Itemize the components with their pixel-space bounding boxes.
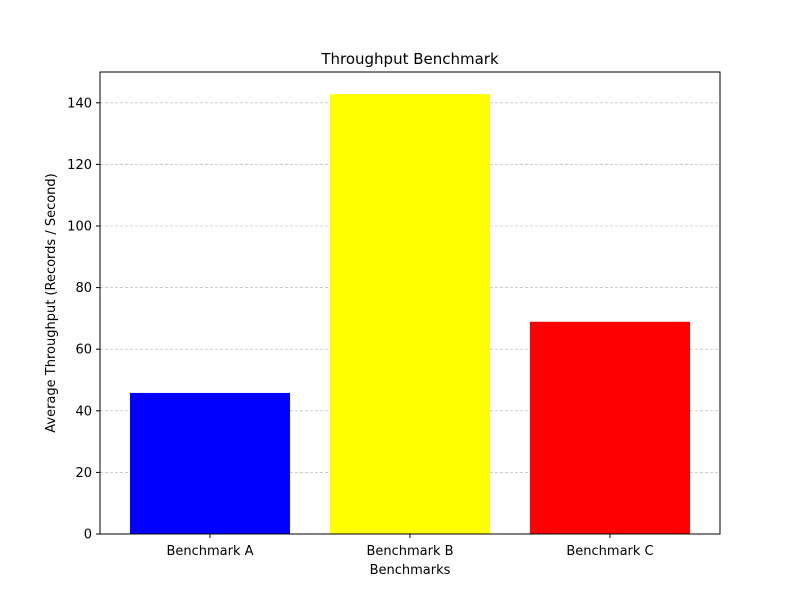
y-tick-label: 100	[67, 220, 92, 235]
y-tick-label: 40	[75, 404, 92, 419]
x-tick-label: Benchmark B	[366, 544, 453, 559]
chart-title: Throughput Benchmark	[320, 50, 499, 68]
bar-benchmark-b	[330, 94, 490, 535]
bar-benchmark-a	[130, 392, 290, 534]
y-tick-label: 80	[75, 281, 92, 296]
x-tick-label: Benchmark A	[166, 544, 253, 559]
y-tick-label: 20	[75, 466, 92, 481]
y-axis-label: Average Throughput (Records / Second)	[44, 173, 59, 432]
y-tick-label: 60	[75, 343, 92, 358]
x-tick-label: Benchmark C	[566, 544, 653, 559]
bar-benchmark-c	[530, 321, 690, 534]
y-tick-label: 120	[67, 158, 92, 173]
y-axis-ticks: 0 20 40 60 80 100 120 140	[67, 96, 100, 543]
y-tick-label: 140	[67, 96, 92, 111]
bars	[130, 94, 690, 535]
x-axis-ticks: Benchmark A Benchmark B Benchmark C	[166, 534, 654, 559]
x-axis-label: Benchmarks	[370, 563, 451, 578]
y-tick-label: 0	[84, 528, 92, 543]
